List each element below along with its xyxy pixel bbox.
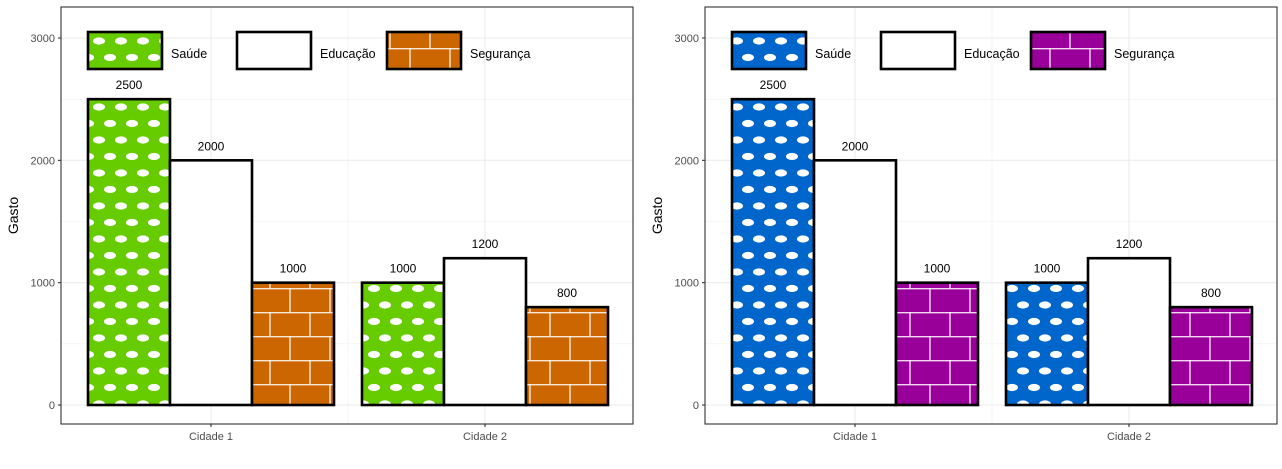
y-tick-label: 0 [693, 400, 699, 412]
bar-saude-cidade-2 [360, 281, 446, 407]
y-axis-title: Gasto [649, 197, 665, 235]
chart-right: 2500 2000 1000 1000 1200 800 0 1000 2000 3000 Cida… [649, 6, 1278, 443]
y-tick-label: 2000 [31, 155, 55, 167]
legend-label-seguranca: Segurança [1114, 47, 1175, 61]
data-label: 2500 [116, 78, 143, 92]
data-label: 800 [557, 286, 577, 300]
bar-seguranca-cidade-1 [894, 281, 980, 407]
legend-swatch-saude [86, 30, 164, 71]
bar-seguranca-cidade-2 [524, 305, 610, 407]
bar-educacao-cidade-1 [168, 159, 254, 407]
bar-saude-cidade-1 [86, 97, 172, 407]
bar-educacao-cidade-2 [442, 256, 528, 407]
bar-saude-cidade-1 [730, 97, 816, 407]
bar-educacao-cidade-2 [1086, 256, 1172, 407]
data-label: 2000 [842, 139, 869, 153]
data-label: 1200 [472, 237, 499, 251]
y-tick-label: 2000 [675, 155, 699, 167]
bar-seguranca-cidade-2 [1168, 305, 1254, 407]
legend-swatch-seguranca [385, 30, 463, 71]
legend-label-educacao: Educação [964, 47, 1020, 61]
x-tick-label: Cidade 2 [1107, 431, 1151, 443]
data-label: 800 [1201, 286, 1221, 300]
y-tick-label: 1000 [31, 278, 55, 290]
legend-swatch-educacao [879, 30, 957, 71]
x-tick-label: Cidade 2 [463, 431, 507, 443]
bar-educacao-cidade-1 [812, 159, 898, 407]
legend-swatch-educacao [235, 30, 313, 71]
data-label: 2500 [760, 78, 787, 92]
y-tick-label: 3000 [31, 33, 55, 45]
y-axis-title: Gasto [5, 197, 21, 235]
legend-swatch-seguranca [1029, 30, 1107, 71]
data-label: 2000 [198, 139, 225, 153]
x-tick-label: Cidade 1 [189, 431, 233, 443]
y-tick-label: 3000 [675, 33, 699, 45]
legend-label-saude: Saúde [815, 47, 851, 61]
legend-label-educacao: Educação [320, 47, 376, 61]
legend-swatch-saude [730, 30, 808, 71]
legend-label-saude: Saúde [171, 47, 207, 61]
panel-border [60, 6, 634, 425]
chart-left: 2500 2000 1000 1000 1200 800 0 1000 2000 3000 Cida… [5, 6, 634, 443]
bar-seguranca-cidade-1 [250, 281, 336, 407]
legend-label-seguranca: Segurança [470, 47, 531, 61]
data-label: 1000 [924, 262, 951, 276]
data-label: 1200 [1116, 237, 1143, 251]
bar-saude-cidade-2 [1004, 281, 1090, 407]
y-tick-label: 1000 [675, 278, 699, 290]
data-label: 1000 [1034, 262, 1061, 276]
x-tick-label: Cidade 1 [833, 431, 877, 443]
data-label: 1000 [280, 262, 307, 276]
data-label: 1000 [390, 262, 417, 276]
panel-border [704, 6, 1278, 425]
y-tick-label: 0 [49, 400, 55, 412]
